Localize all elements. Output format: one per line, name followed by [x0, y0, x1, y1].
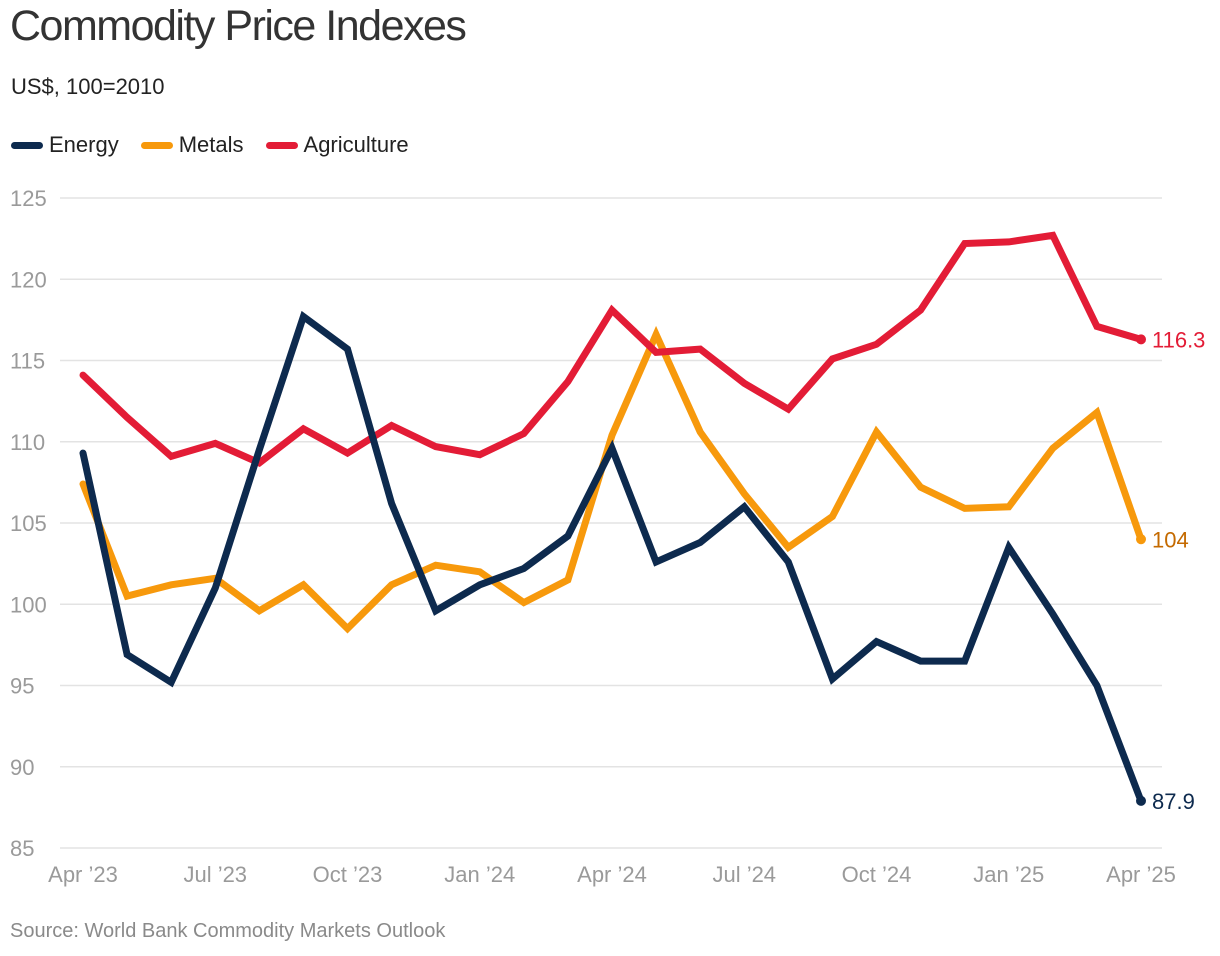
legend-swatch-metals: [140, 141, 173, 149]
end-label-agriculture: 116.3: [1152, 327, 1205, 352]
data-point-agriculture-24: [1136, 334, 1146, 345]
x-tick-label-8: Apr ’25: [1106, 862, 1176, 887]
x-tick-label-6: Oct ’24: [842, 862, 912, 887]
legend-item-agriculture: Agriculture: [265, 132, 409, 158]
x-tick-label-0: Apr ’23: [48, 862, 118, 887]
y-tick-label-100: 100: [10, 592, 47, 617]
legend-label-agriculture: Agriculture: [303, 132, 409, 157]
end-label-metals: 104: [1152, 527, 1189, 552]
legend-item-energy: Energy: [11, 132, 119, 158]
chart-subtitle: US$, 100=2010: [11, 74, 165, 99]
x-tick-label-1: Jul ’23: [183, 862, 247, 887]
y-tick-label-110: 110: [10, 430, 45, 455]
y-tick-label-115: 115: [10, 349, 45, 374]
y-tick-label-125: 125: [10, 186, 47, 211]
y-tick-label-95: 95: [10, 674, 34, 699]
y-tick-label-120: 120: [10, 267, 47, 292]
end-label-energy: 87.9: [1152, 789, 1195, 814]
series-line-energy: [79, 310, 1145, 805]
x-tick-label-3: Jan ’24: [444, 862, 515, 887]
legend-item-metals: Metals: [140, 132, 244, 158]
legend-swatch-energy: [11, 141, 43, 149]
legend-label-energy: Energy: [49, 132, 119, 157]
y-tick-label-105: 105: [10, 511, 47, 536]
chart-title: Commodity Price Indexes: [10, 2, 467, 50]
chart-legend: Energy Metals Agriculture: [11, 132, 431, 158]
data-point-metals-24: [1136, 534, 1146, 545]
series-line-metals: [79, 325, 1145, 634]
y-tick-label-85: 85: [10, 836, 34, 861]
legend-label-metals: Metals: [178, 132, 244, 157]
data-point-energy-24: [1136, 795, 1146, 806]
x-tick-label-7: Jan ’25: [973, 862, 1044, 887]
x-tick-label-4: Apr ’24: [577, 862, 647, 887]
x-tick-label-5: Jul ’24: [712, 862, 776, 887]
y-tick-label-90: 90: [10, 755, 34, 780]
x-tick-label-2: Oct ’23: [313, 862, 383, 887]
chart-source: Source: World Bank Commodity Markets Out…: [10, 920, 446, 942]
legend-swatch-agriculture: [265, 141, 298, 149]
